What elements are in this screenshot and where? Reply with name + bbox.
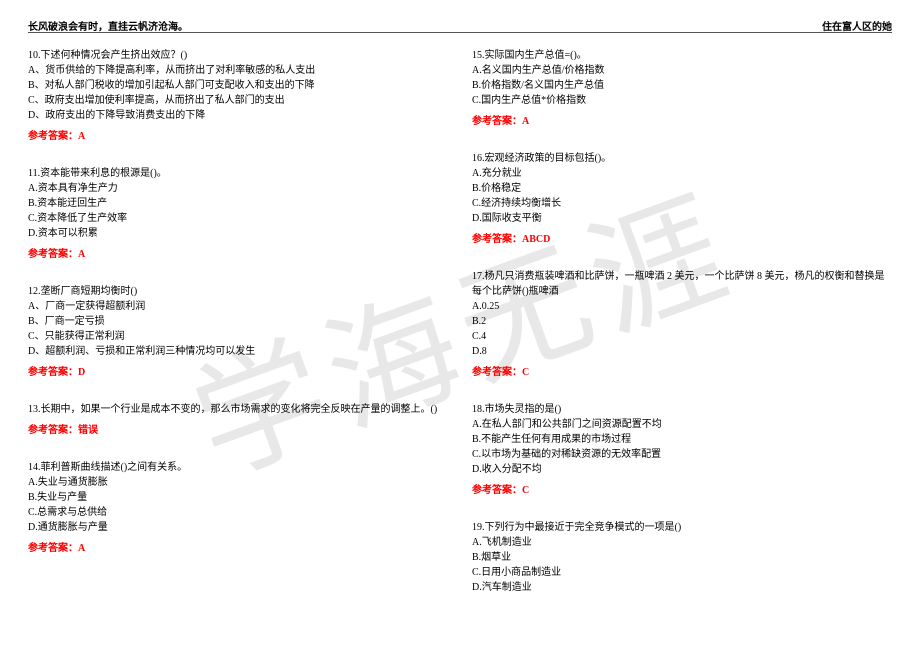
question-block: 12.垄断厂商短期均衡时()A、厂商一定获得超额利润B、厂商一定亏损C、只能获得…	[28, 284, 448, 380]
header-divider	[28, 32, 892, 33]
question-stem: 14.菲利普斯曲线描述()之间有关系。	[28, 460, 448, 475]
question-option: B.价格稳定	[472, 181, 892, 196]
content-area: 10.下述何种情况会产生挤出效应？()A、货币供给的下降提高利率，从而挤出了对利…	[28, 48, 892, 641]
question-option: B.不能产生任何有用成果的市场过程	[472, 432, 892, 447]
answer-text: 参考答案：D	[28, 365, 448, 380]
question-option: D.收入分配不均	[472, 462, 892, 477]
question-option: B.失业与产量	[28, 490, 448, 505]
question-stem: 11.资本能带来利息的根源是()。	[28, 166, 448, 181]
question-option: D.国际收支平衡	[472, 211, 892, 226]
answer-text: 参考答案：A	[28, 129, 448, 144]
question-option: A.充分就业	[472, 166, 892, 181]
question-option: A、厂商一定获得超额利润	[28, 299, 448, 314]
question-block: 13.长期中，如果一个行业是成本不变的，那么市场需求的变化将完全反映在产量的调整…	[28, 402, 448, 438]
question-option: D.8	[472, 344, 892, 359]
question-option: C.经济持续均衡增长	[472, 196, 892, 211]
question-option: B、厂商一定亏损	[28, 314, 448, 329]
question-stem: 18.市场失灵指的是()	[472, 402, 892, 417]
question-option: A.飞机制造业	[472, 535, 892, 550]
header-text-right: 住在富人区的她	[822, 18, 892, 33]
question-block: 17.杨凡只消费瓶装啤酒和比萨饼，一瓶啤酒 2 美元，一个比萨饼 8 美元，杨凡…	[472, 269, 892, 380]
question-option: B.烟草业	[472, 550, 892, 565]
question-option: C.国内生产总值*价格指数	[472, 93, 892, 108]
question-stem: 19.下列行为中最接近于完全竞争模式的一项是()	[472, 520, 892, 535]
answer-text: 参考答案：错误	[28, 423, 448, 438]
question-option: C.4	[472, 329, 892, 344]
question-option: C.总需求与总供给	[28, 505, 448, 520]
question-option: D、政府支出的下降导致消费支出的下降	[28, 108, 448, 123]
question-option: A.失业与通货膨胀	[28, 475, 448, 490]
question-option: D、超额利润、亏损和正常利润三种情况均可以发生	[28, 344, 448, 359]
question-option: C.以市场为基础的对稀缺资源的无效率配置	[472, 447, 892, 462]
question-block: 11.资本能带来利息的根源是()。A.资本具有净生产力B.资本能迂回生产C.资本…	[28, 166, 448, 262]
answer-text: 参考答案：A	[28, 247, 448, 262]
question-block: 14.菲利普斯曲线描述()之间有关系。A.失业与通货膨胀B.失业与产量C.总需求…	[28, 460, 448, 556]
answer-text: 参考答案：C	[472, 483, 892, 498]
question-stem: 16.宏观经济政策的目标包括()。	[472, 151, 892, 166]
left-column: 10.下述何种情况会产生挤出效应？()A、货币供给的下降提高利率，从而挤出了对利…	[28, 48, 460, 641]
answer-text: 参考答案：A	[472, 114, 892, 129]
answer-text: 参考答案：C	[472, 365, 892, 380]
question-block: 16.宏观经济政策的目标包括()。A.充分就业B.价格稳定C.经济持续均衡增长D…	[472, 151, 892, 247]
question-stem: 17.杨凡只消费瓶装啤酒和比萨饼，一瓶啤酒 2 美元，一个比萨饼 8 美元，杨凡…	[472, 269, 892, 299]
question-stem: 10.下述何种情况会产生挤出效应？()	[28, 48, 448, 63]
question-option: B.2	[472, 314, 892, 329]
question-option: D.汽车制造业	[472, 580, 892, 595]
question-option: B、对私人部门税收的增加引起私人部门可支配收入和支出的下降	[28, 78, 448, 93]
question-block: 19.下列行为中最接近于完全竞争模式的一项是()A.飞机制造业B.烟草业C.日用…	[472, 520, 892, 595]
question-option: B.价格指数/名义国内生产总值	[472, 78, 892, 93]
question-block: 18.市场失灵指的是()A.在私人部门和公共部门之间资源配置不均B.不能产生任何…	[472, 402, 892, 498]
question-option: C、政府支出增加使利率提高，从而挤出了私人部门的支出	[28, 93, 448, 108]
header-quote-left: 长风破浪会有时，直挂云帆济沧海。	[28, 18, 188, 33]
question-stem: 13.长期中，如果一个行业是成本不变的，那么市场需求的变化将完全反映在产量的调整…	[28, 402, 448, 417]
answer-text: 参考答案：ABCD	[472, 232, 892, 247]
question-option: A.资本具有净生产力	[28, 181, 448, 196]
question-option: D.资本可以积累	[28, 226, 448, 241]
question-option: B.资本能迂回生产	[28, 196, 448, 211]
question-block: 10.下述何种情况会产生挤出效应？()A、货币供给的下降提高利率，从而挤出了对利…	[28, 48, 448, 144]
question-option: A、货币供给的下降提高利率，从而挤出了对利率敏感的私人支出	[28, 63, 448, 78]
question-option: D.通货膨胀与产量	[28, 520, 448, 535]
question-block: 15.实际国内生产总值=()。A.名义国内生产总值/价格指数B.价格指数/名义国…	[472, 48, 892, 129]
question-option: A.0.25	[472, 299, 892, 314]
question-option: A.在私人部门和公共部门之间资源配置不均	[472, 417, 892, 432]
answer-text: 参考答案：A	[28, 541, 448, 556]
question-stem: 15.实际国内生产总值=()。	[472, 48, 892, 63]
question-option: C、只能获得正常利润	[28, 329, 448, 344]
right-column: 15.实际国内生产总值=()。A.名义国内生产总值/价格指数B.价格指数/名义国…	[460, 48, 892, 641]
question-stem: 12.垄断厂商短期均衡时()	[28, 284, 448, 299]
question-option: C.资本降低了生产效率	[28, 211, 448, 226]
question-option: A.名义国内生产总值/价格指数	[472, 63, 892, 78]
question-option: C.日用小商品制造业	[472, 565, 892, 580]
